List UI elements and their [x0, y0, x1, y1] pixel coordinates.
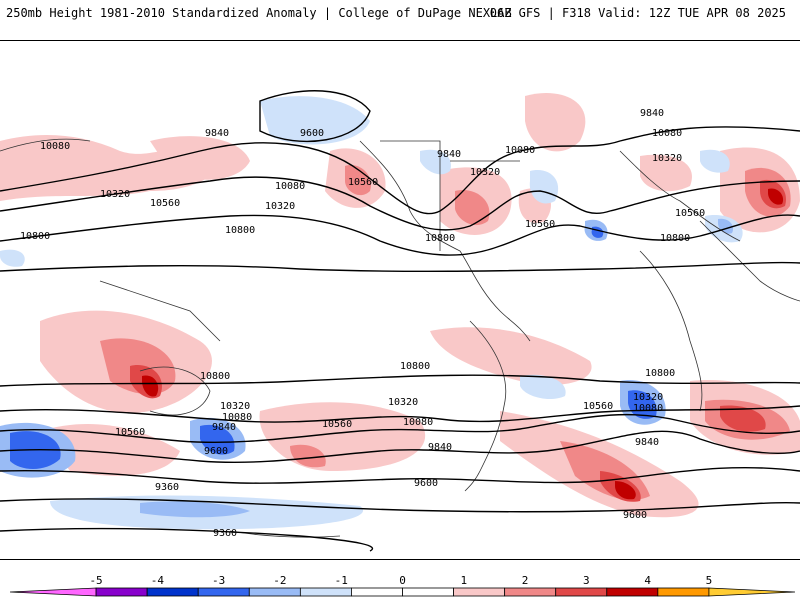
colorbar-tick-label: -5 [89, 574, 102, 587]
colorbar-bin [657, 587, 710, 597]
colorbar-tick-label: 3 [583, 574, 590, 587]
contour-label: 10080 [40, 141, 70, 152]
contour-labels: 9840 9600 10080 10320 10560 10800 10080 … [20, 108, 705, 539]
contour-label: 10800 [645, 368, 675, 379]
contour-label: 10320 [265, 201, 295, 212]
colorbar-bin [299, 587, 352, 597]
colorbar-bin [708, 587, 796, 597]
contour-label: 9360 [155, 482, 179, 493]
contour-label: 9600 [300, 128, 324, 139]
colorbar-bin [555, 587, 608, 597]
colorbar: -5 -4 -3 -2 -1 0 1 2 3 4 5 [0, 568, 800, 600]
contour-label: 10800 [660, 233, 690, 244]
contour-label: 10800 [400, 361, 430, 372]
colorbar-tick-label: -2 [273, 574, 286, 587]
contour-label: 9840 [428, 442, 452, 453]
contour-label: 9840 [437, 149, 461, 160]
contour-label: 10560 [525, 219, 555, 230]
colorbar-bin [402, 587, 454, 597]
contour-label: 10560 [348, 177, 378, 188]
contour-label: 10560 [675, 208, 705, 219]
colorbar-bin [504, 587, 557, 597]
contour-label: 10560 [583, 401, 613, 412]
contour-label: 9840 [205, 128, 229, 139]
colorbar-bin [351, 587, 403, 597]
colorbar-bin [248, 587, 301, 597]
colorbar-bin [95, 587, 148, 597]
model-run-info: 06Z GFS | F318 Valid: 12Z TUE APR 08 202… [489, 6, 786, 20]
contour-label: 10320 [652, 153, 682, 164]
contour-label: 9360 [213, 528, 237, 539]
colorbar-bins [9, 587, 796, 597]
contour-label: 10320 [388, 397, 418, 408]
contour-label: 9600 [414, 478, 438, 489]
contour-label: 9840 [635, 437, 659, 448]
contour-label: 9840 [640, 108, 664, 119]
colorbar-bin [197, 587, 250, 597]
colorbar-tick-label: 2 [522, 574, 529, 587]
colorbar-tick-label: -4 [151, 574, 165, 587]
contour-label: 9600 [623, 510, 647, 521]
colorbar-tick-label: 4 [644, 574, 651, 587]
contour-label: 10320 [633, 392, 663, 403]
contour-label: 10800 [20, 231, 50, 242]
map-title: 250mb Height 1981-2010 Standardized Anom… [6, 6, 512, 20]
anomaly-map: 9840 9600 10080 10320 10560 10800 10080 … [0, 40, 800, 560]
colorbar-bin [9, 587, 97, 597]
contour-label: 9840 [212, 422, 236, 433]
colorbar-tick-label: -1 [335, 574, 348, 587]
colorbar-bin [453, 587, 506, 597]
contour-label: 10320 [220, 401, 250, 412]
negative-anomaly-shading [0, 96, 743, 530]
contour-label: 10320 [470, 167, 500, 178]
contour-label: 10080 [652, 128, 682, 139]
contour-label: 10080 [403, 417, 433, 428]
contour-label: 10560 [322, 419, 352, 430]
height-contours [0, 90, 800, 552]
colorbar-tick-label: 5 [706, 574, 713, 587]
colorbar-tick-label: 1 [460, 574, 467, 587]
contour-label: 10800 [225, 225, 255, 236]
colorbar-tick-label: -3 [212, 574, 225, 587]
colorbar-tick-labels: -5 -4 -3 -2 -1 0 1 2 3 4 5 [89, 574, 712, 587]
contour-label: 10560 [150, 198, 180, 209]
contour-label: 10560 [115, 427, 145, 438]
contour-label: 10080 [275, 181, 305, 192]
contour-label: 10320 [100, 189, 130, 200]
colorbar-bin [146, 587, 199, 597]
colorbar-tick-label: 0 [399, 574, 406, 587]
colorbar-bin [606, 587, 659, 597]
contour-label: 10800 [425, 233, 455, 244]
contour-label: 9600 [204, 446, 228, 457]
contour-label: 10080 [505, 145, 535, 156]
contour-label: 10080 [222, 412, 252, 423]
contour-label: 10080 [633, 403, 663, 414]
contour-label: 10800 [200, 371, 230, 382]
